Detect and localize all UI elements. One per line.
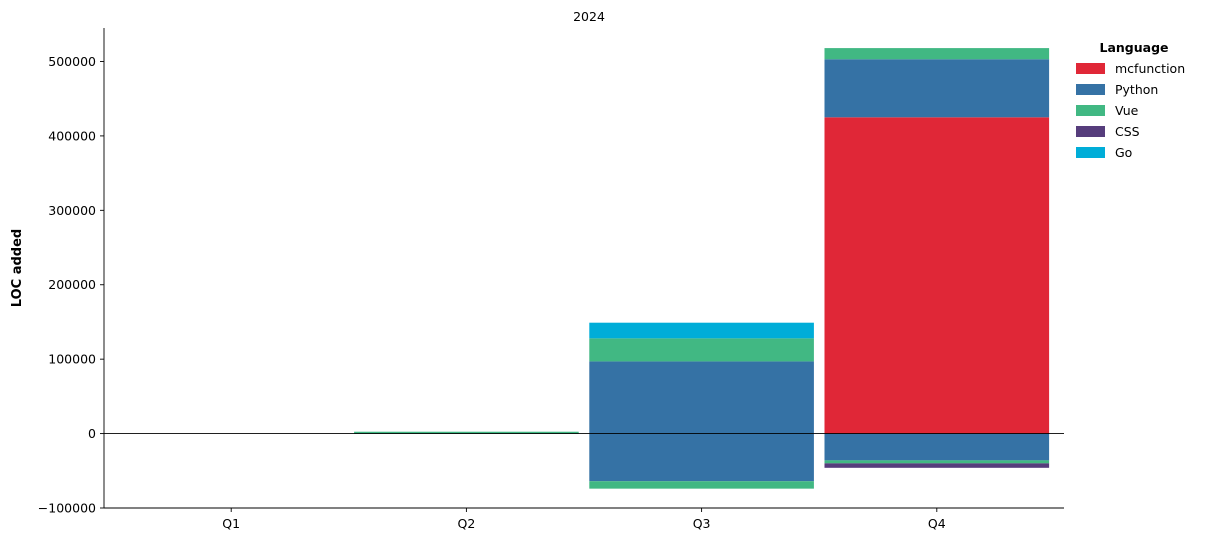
- legend-label-css: CSS: [1115, 124, 1140, 139]
- bar-vue-q4: [824, 48, 1050, 60]
- legend-swatch-css: [1076, 126, 1105, 137]
- x-tick-label: Q3: [693, 516, 711, 531]
- legend: Language mcfunction Python Vue CSS Go: [1076, 40, 1185, 160]
- bar-neg-python-q3: [589, 433, 814, 482]
- y-tick-label: 100000: [48, 352, 96, 367]
- y-tick-label: −100000: [38, 501, 96, 516]
- legend-label-vue: Vue: [1115, 103, 1139, 118]
- bar-mcfunction-q4: [824, 117, 1050, 434]
- axes-group: −100000 0 100000 200000 300000 400000 500000 Q1…: [38, 28, 1064, 531]
- bar-neg-css-q4: [824, 463, 1050, 468]
- y-tick-label: 400000: [48, 128, 96, 143]
- y-tick-label: 200000: [48, 277, 96, 292]
- legend-swatch-mcfunction: [1076, 63, 1105, 74]
- bars-group: [354, 48, 1050, 489]
- legend-label-go: Go: [1115, 145, 1132, 160]
- y-axis-label: LOC added: [10, 229, 25, 307]
- x-tick-label: Q1: [222, 516, 240, 531]
- bar-vue-q3: [589, 338, 814, 362]
- legend-title: Language: [1099, 40, 1168, 55]
- bar-vue-q2: [354, 431, 579, 434]
- legend-swatch-vue: [1076, 105, 1105, 116]
- bar-neg-vue-q4: [824, 460, 1050, 464]
- chart-title: 2024: [573, 9, 605, 24]
- bar-python-q4: [824, 59, 1050, 118]
- y-tick-label: 0: [88, 426, 96, 441]
- legend-label-python: Python: [1115, 82, 1158, 97]
- bar-go-q3: [589, 322, 814, 339]
- legend-swatch-python: [1076, 84, 1105, 95]
- legend-label-mcfunction: mcfunction: [1115, 61, 1185, 76]
- y-tick-label: 500000: [48, 54, 96, 69]
- x-tick-label: Q4: [928, 516, 946, 531]
- x-tick-label: Q2: [458, 516, 476, 531]
- bar-python-q3: [589, 361, 814, 434]
- y-tick-label: 300000: [48, 203, 96, 218]
- bar-neg-python-q4: [824, 433, 1050, 461]
- legend-swatch-go: [1076, 147, 1105, 158]
- bar-neg-vue-q3: [589, 481, 814, 489]
